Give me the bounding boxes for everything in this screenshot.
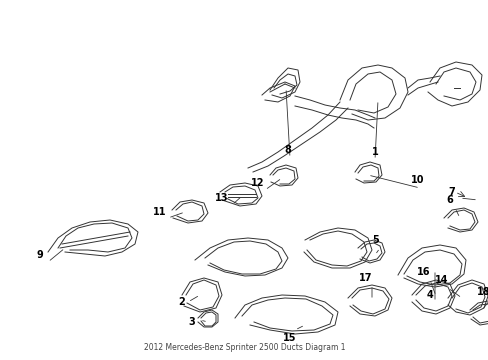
Text: 4: 4: [426, 290, 432, 300]
Text: 16: 16: [416, 267, 430, 277]
Polygon shape: [269, 165, 297, 186]
Text: 2012 Mercedes-Benz Sprinter 2500 Ducts Diagram 1: 2012 Mercedes-Benz Sprinter 2500 Ducts D…: [143, 343, 345, 352]
Polygon shape: [347, 285, 391, 316]
Polygon shape: [357, 240, 384, 263]
Polygon shape: [195, 238, 287, 276]
Text: 18: 18: [476, 287, 488, 297]
Polygon shape: [304, 228, 371, 268]
Text: 15: 15: [283, 333, 296, 343]
Polygon shape: [339, 65, 407, 120]
Polygon shape: [469, 301, 488, 325]
Text: 1: 1: [371, 147, 378, 157]
Text: 3: 3: [188, 317, 195, 327]
Text: 11: 11: [153, 207, 166, 217]
Text: 12: 12: [251, 178, 264, 188]
Text: 7: 7: [447, 187, 454, 197]
Polygon shape: [220, 183, 262, 206]
Text: 2: 2: [178, 297, 185, 307]
Text: 6: 6: [446, 195, 452, 205]
Polygon shape: [182, 278, 222, 312]
Polygon shape: [411, 280, 454, 314]
Polygon shape: [427, 62, 481, 106]
Text: 13: 13: [215, 193, 228, 203]
Text: 17: 17: [359, 273, 372, 283]
Text: 9: 9: [37, 250, 43, 260]
Polygon shape: [48, 220, 138, 256]
Polygon shape: [443, 208, 477, 232]
Polygon shape: [354, 162, 381, 183]
Polygon shape: [397, 245, 465, 287]
Text: 14: 14: [434, 275, 448, 285]
Polygon shape: [447, 280, 487, 315]
Text: 10: 10: [410, 175, 424, 185]
Text: 8: 8: [284, 145, 291, 155]
Polygon shape: [235, 295, 337, 334]
Polygon shape: [172, 200, 207, 223]
Polygon shape: [269, 68, 299, 98]
Text: 5: 5: [372, 235, 379, 245]
Polygon shape: [198, 310, 218, 327]
Polygon shape: [262, 82, 294, 102]
